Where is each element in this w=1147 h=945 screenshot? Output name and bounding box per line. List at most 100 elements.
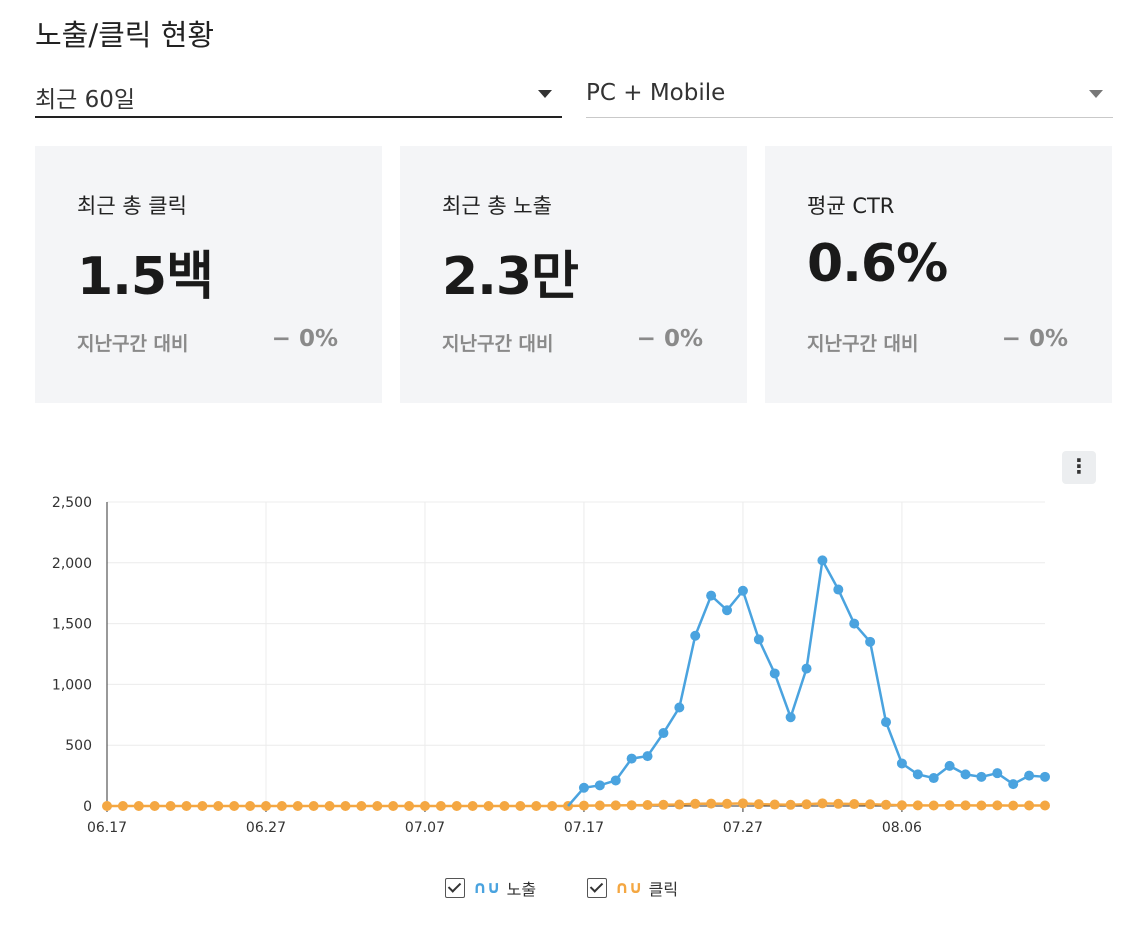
data-point-impressions <box>1024 770 1035 781</box>
data-point-clicks <box>594 800 605 811</box>
data-point-impressions <box>944 760 955 771</box>
y-tick-label: 1,000 <box>52 677 92 693</box>
legend-series-icon: ∩∪ <box>473 878 501 898</box>
more-vertical-icon: ⋮ <box>1069 454 1089 478</box>
data-point-clicks <box>912 800 923 811</box>
data-point-impressions <box>833 584 844 595</box>
y-tick-label: 500 <box>65 738 92 754</box>
chart-menu-button[interactable]: ⋮ <box>1062 451 1096 484</box>
data-point-clicks <box>245 801 256 811</box>
data-point-impressions <box>674 702 685 713</box>
data-point-clicks <box>324 801 335 811</box>
data-point-clicks <box>753 799 764 810</box>
data-point-clicks <box>658 799 669 810</box>
data-point-clicks <box>102 801 112 811</box>
data-point-impressions <box>976 771 987 782</box>
data-point-clicks <box>1008 800 1019 811</box>
data-point-clicks <box>388 801 399 811</box>
legend-label: 클릭 <box>648 880 679 899</box>
average-ctr-card: 평균 CTR 0.6% 지난구간 대비 − 0% <box>765 146 1112 403</box>
data-point-clicks <box>356 801 367 811</box>
data-point-impressions <box>1040 771 1050 782</box>
data-point-impressions <box>594 780 605 791</box>
card-value: 2.3만 <box>442 247 579 307</box>
legend-item-clicks[interactable]: ∩∪ 클릭 <box>587 876 678 900</box>
data-point-impressions <box>928 773 939 784</box>
total-clicks-card: 최근 총 클릭 1.5백 지난구간 대비 − 0% <box>35 146 382 403</box>
data-point-clicks <box>499 801 510 811</box>
data-point-impressions <box>706 590 717 601</box>
data-point-impressions <box>896 758 907 769</box>
card-compare-label: 지난구간 대비 <box>442 333 554 355</box>
card-compare-value: − 0% <box>636 326 703 352</box>
data-point-impressions <box>737 585 748 596</box>
data-point-impressions <box>690 630 701 641</box>
period-select-value: 최근 60일 <box>35 87 136 113</box>
card-compare-value: − 0% <box>1001 326 1068 352</box>
data-point-impressions <box>849 618 860 629</box>
page-title: 노출/클릭 현황 <box>35 18 215 52</box>
data-point-clicks <box>944 800 955 811</box>
y-tick-label: 0 <box>83 799 92 815</box>
data-point-clicks <box>769 799 780 810</box>
checkbox-checked-icon[interactable] <box>445 878 465 898</box>
card-compare-value: − 0% <box>271 326 338 352</box>
data-point-clicks <box>578 800 589 811</box>
y-tick-label: 2,000 <box>52 556 92 572</box>
x-tick-label: 06.27 <box>246 820 286 836</box>
data-point-clicks <box>133 801 144 811</box>
legend-series-icon: ∩∪ <box>615 878 643 898</box>
data-point-clicks <box>849 799 860 810</box>
impressions-clicks-chart: 0 500 1,000 1,500 2,000 2,500 06.17 06.27 07.07 0… <box>52 495 1050 836</box>
period-select[interactable]: 최근 60일 <box>35 72 562 118</box>
data-point-impressions <box>658 728 669 739</box>
data-point-impressions <box>610 775 621 786</box>
checkbox-checked-icon[interactable] <box>587 878 607 898</box>
data-point-impressions <box>960 769 971 780</box>
x-tick-label: 07.07 <box>405 820 445 836</box>
legend-item-impressions[interactable]: ∩∪ 노출 <box>445 876 536 900</box>
legend-label: 노출 <box>506 880 537 899</box>
data-point-clicks <box>626 800 637 811</box>
data-point-clicks <box>181 801 192 811</box>
data-point-clicks <box>690 798 701 809</box>
data-point-clicks <box>149 801 160 811</box>
data-point-clicks <box>117 801 128 811</box>
card-value: 1.5백 <box>77 247 214 307</box>
data-point-clicks <box>960 800 971 811</box>
data-point-clicks <box>292 801 303 811</box>
data-point-clicks <box>435 801 446 811</box>
data-point-impressions <box>753 634 764 645</box>
dropdown-arrow-icon <box>1089 90 1103 98</box>
data-point-clicks <box>896 800 907 811</box>
card-compare-label: 지난구간 대비 <box>77 333 189 355</box>
data-point-clicks <box>372 801 383 811</box>
data-point-clicks <box>197 801 208 811</box>
data-point-clicks <box>722 798 733 809</box>
data-point-clicks <box>674 799 685 810</box>
card-label: 최근 총 노출 <box>442 194 552 218</box>
total-impressions-card: 최근 총 노출 2.3만 지난구간 대비 − 0% <box>400 146 747 403</box>
data-point-impressions <box>865 636 876 647</box>
data-point-clicks <box>928 800 939 811</box>
dropdown-arrow-icon <box>538 90 552 98</box>
data-point-clicks <box>737 798 748 809</box>
data-point-impressions <box>578 782 589 793</box>
device-select[interactable]: PC + Mobile <box>586 72 1113 118</box>
data-point-impressions <box>992 768 1003 779</box>
x-tick-label: 06.17 <box>87 820 127 836</box>
data-point-impressions <box>626 753 637 764</box>
data-point-clicks <box>419 801 430 811</box>
data-point-clicks <box>483 801 494 811</box>
data-point-clicks <box>992 800 1003 811</box>
data-point-impressions <box>881 717 892 728</box>
data-point-impressions <box>1008 779 1019 790</box>
data-point-impressions <box>785 712 796 723</box>
data-point-clicks <box>213 801 224 811</box>
data-point-impressions <box>722 605 733 616</box>
card-value: 0.6% <box>807 234 948 294</box>
device-select-value: PC + Mobile <box>586 80 726 106</box>
data-point-clicks <box>976 800 987 811</box>
card-compare-label: 지난구간 대비 <box>807 333 919 355</box>
data-point-impressions <box>642 751 653 762</box>
